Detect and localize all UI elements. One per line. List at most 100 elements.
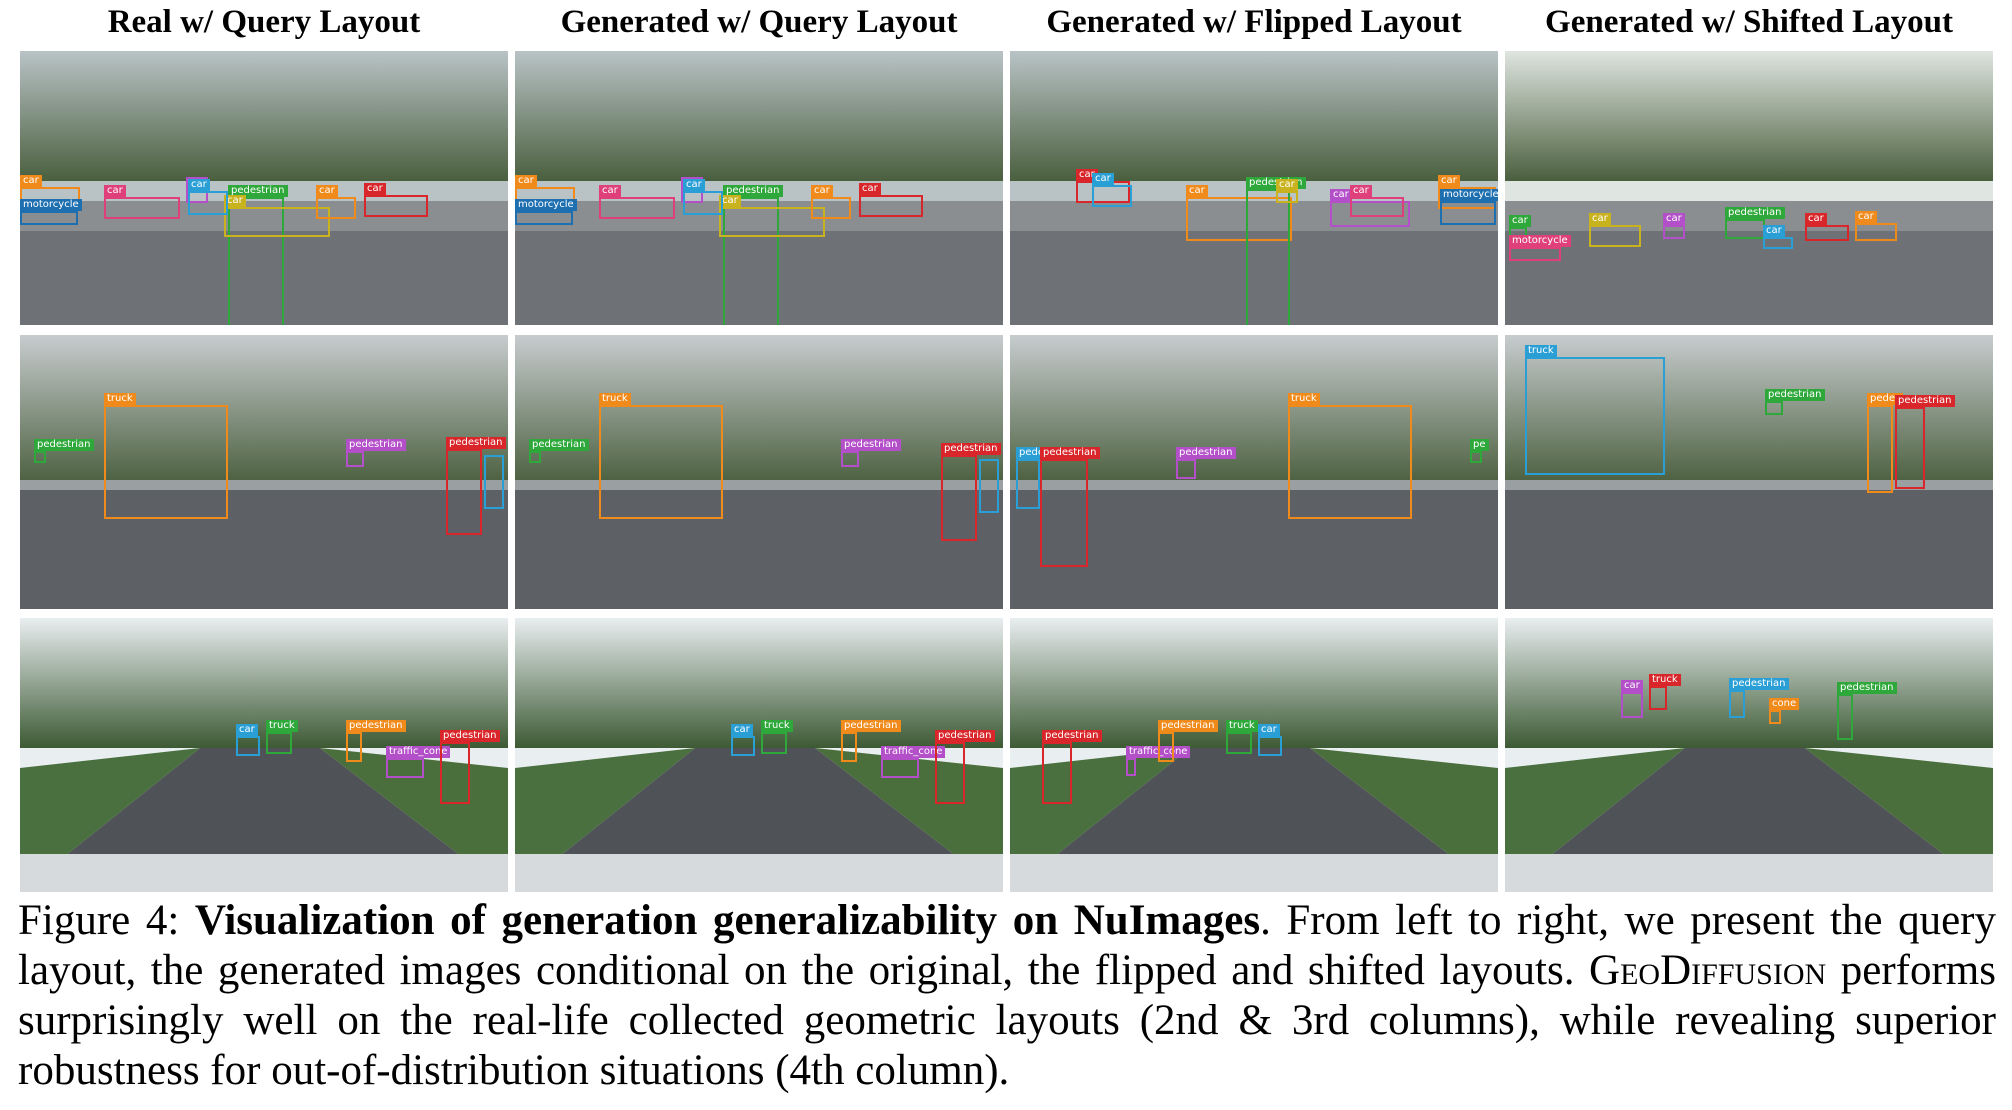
bounding-box-label: car [1763,225,1785,237]
bounding-box: pedestrian [1895,395,1955,489]
image-panel-r2-c2: truck pedestrian pedestrian pedestrian [515,335,1003,609]
bounding-box-label: pedestrian [446,437,506,449]
bounding-box: truck [1288,393,1412,519]
bounding-box: car [316,185,356,219]
bounding-box: car [731,724,755,756]
bounding-box-label: car [1330,189,1352,201]
bounding-box: pedestrian [1725,207,1785,239]
bounding-box: car [1258,724,1282,756]
bounding-box: car [104,185,180,219]
bounding-box: car [1330,189,1410,227]
image-panel-r3-c1: car truck pedestrian traffic_cone pedestrian [20,618,508,892]
bounding-box-label: car [236,724,258,736]
bounding-box-label: pedestrian [1042,730,1102,742]
bounding-box-label: motorcycle [515,199,577,211]
bounding-box-label: pedestrian [1729,678,1789,690]
bounding-box: pedestrian [1837,682,1897,740]
bounding-box: car [1621,680,1643,718]
bounding-box-label: pedestrian [1158,720,1218,732]
bounding-box-label: pedestrian [1176,447,1236,459]
caption-method-name: GeoDiffusion [1589,947,1827,994]
bounding-box: truck [266,720,298,754]
bounding-box: car [859,183,923,217]
bounding-box: car [1276,179,1298,203]
bounding-box-label: truck [1525,345,1557,357]
bounding-box-label: car [1589,213,1611,225]
bounding-box: pedestrian [841,720,901,762]
bounding-box-label: car [515,175,537,187]
bounding-box-label: car [188,179,210,191]
bounding-box-label: pedestrian [1725,207,1785,219]
bounding-box: traffic_cone [386,746,451,778]
bounding-box-label: pedestrian [346,720,406,732]
bounding-box-label: truck [761,720,793,732]
bounding-box-label: car [20,175,42,187]
image-panel-r3-c4: car truck pedestrian cone pedestrian [1505,618,1993,892]
bounding-box: pedestrian [529,439,589,463]
bounding-box-label: car [599,185,621,197]
bounding-box-label: pedestrian [935,730,995,742]
bounding-box-label: pedestrian [1837,682,1897,694]
bounding-box-label: pedestrian [346,439,406,451]
bounding-box-label: pedestrian [228,185,288,197]
bounding-box-label: pedestrian [841,720,901,732]
bounding-box-label: car [1276,179,1298,191]
bounding-box-label: car [1663,213,1685,225]
bounding-box: truck [104,393,228,519]
bounding-box-label: car [811,185,833,197]
bounding-box: cone [1769,698,1800,724]
bounding-box: pedes [1867,393,1904,493]
bounding-box-label: truck [266,720,298,732]
bounding-box-label: car [364,183,386,195]
bounding-box: truck [599,393,723,519]
bounding-box-label: motorcycle [1440,189,1498,201]
bounding-box-label: car [1350,185,1372,197]
bounding-box-label: cone [1769,698,1800,710]
bounding-box-label: car [1805,213,1827,225]
bounding-box-label: pe [1470,439,1489,451]
bounding-box: car [1663,213,1685,239]
bounding-box: car [683,179,723,215]
bounding-box: truck [1226,720,1258,754]
bounding-box-label: car [1438,175,1460,187]
bounding-box-label: motorcycle [1509,235,1571,247]
column-header-1: Real w/ Query Layout [107,3,421,40]
bounding-box: pedestrian [446,437,506,535]
bounding-box: car [188,179,228,215]
image-panel-r2-c4: truck pedestrian pedes pedestrian [1505,335,1993,609]
bounding-box: car [1855,211,1897,241]
bounding-box: truck [1525,345,1665,475]
bounding-box: motorcycle [1440,189,1498,225]
column-header-3: Generated w/ Flipped Layout [1046,3,1462,40]
bounding-box: motorcycle [1509,235,1571,261]
bounding-box: car [719,195,825,237]
bounding-box: pedestrian [841,439,901,467]
bounding-box-label: car [316,185,338,197]
image-panel-r3-c3: pedestrian traffic_cone pedestrian truck car [1010,618,1498,892]
bounding-box-label: truck [599,393,631,405]
bounding-box-label: pedestrian [440,730,500,742]
image-panel-r2-c1: truck pedestrian pedestrian pedestrian [20,335,508,609]
bounding-box-label: pedestrian [1895,395,1955,407]
bounding-box: car [811,185,851,219]
bounding-box-label: truck [1649,674,1681,686]
bounding-box: pedestrian [228,185,288,325]
bounding-box: car [1186,185,1292,241]
bounding-box-label: pedestrian [1765,389,1825,401]
column-header-4: Generated w/ Shifted Layout [1545,3,1953,40]
bounding-box: motorcycle [20,199,82,225]
caption-text-2: performs surprisingly well on the real-l… [18,947,1996,1094]
caption-bold-title: Visualization of generation generalizabi… [194,897,1261,944]
bounding-box: pedestrian [723,185,783,325]
bounding-box: pedestrian [1042,730,1102,804]
bounding-box [484,455,504,509]
image-panel-r1-c3: carcarcarpedestriancarcarcarcarmotorcycl… [1010,51,1498,325]
bounding-box: traffic_cone [1126,746,1191,776]
bounding-box: car [1805,213,1849,241]
bounding-box: pedestrian [1158,720,1218,762]
bounding-box-label: car [224,195,246,207]
image-panel-r3-c2: car truck pedestrian traffic_cone pedestrian [515,618,1003,892]
bounding-box-label: truck [1226,720,1258,732]
bounding-box: car [236,724,260,756]
bounding-box-label: pedestrian [941,443,1001,455]
